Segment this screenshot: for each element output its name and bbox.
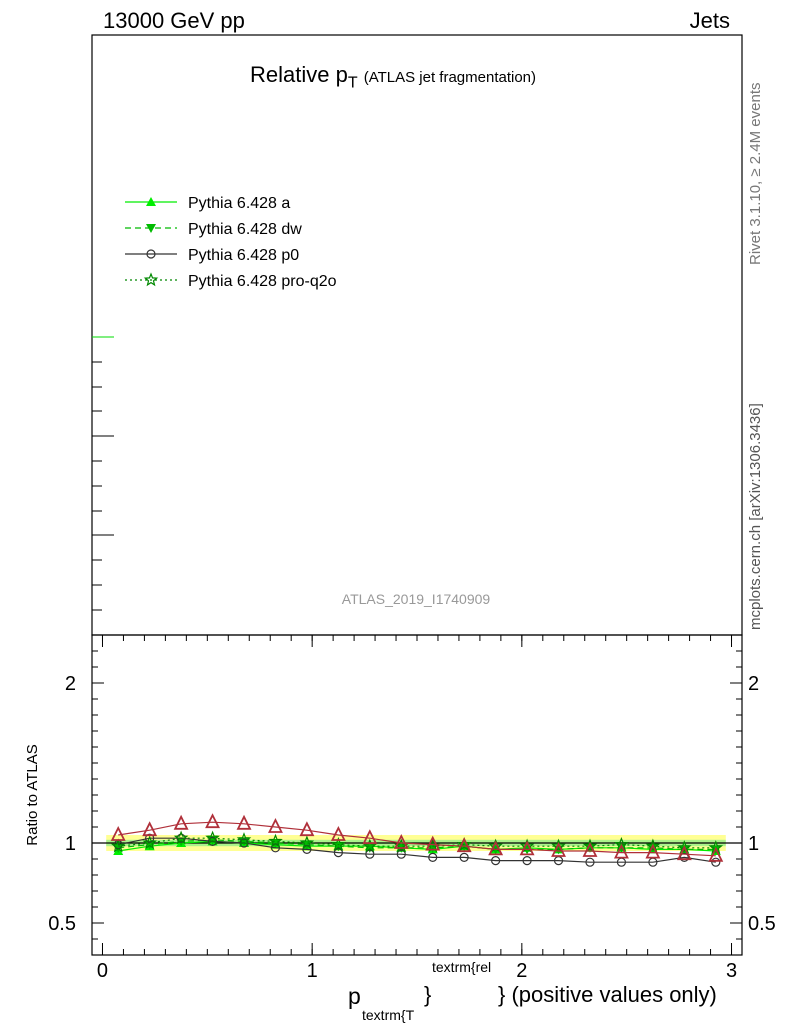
series-point [142, 835, 157, 850]
series-point [582, 838, 598, 853]
reference-point [551, 841, 566, 857]
reference-point [205, 813, 221, 829]
series-point [711, 857, 721, 867]
series-point [459, 852, 469, 863]
mcplots-caption: mcplots.cern.ch [arXiv:1306.3436] [747, 403, 764, 630]
series-point [491, 855, 501, 866]
reference-series [110, 813, 724, 862]
series-point [299, 835, 315, 850]
x-label-sub: textrm{T [362, 1007, 415, 1023]
ratio-panel-frame [91, 634, 743, 956]
legend-label: Pythia 6.428 pro-q2o [188, 273, 337, 290]
reference-point [236, 814, 252, 830]
legend-item-1: Pythia 6.428 dw [125, 221, 302, 238]
reference-point [645, 843, 661, 859]
x-label-rest: } (positive values only) [498, 982, 717, 1007]
series-point [645, 838, 661, 853]
reference-point [110, 825, 126, 841]
main-panel-frame [91, 34, 743, 636]
legend-label: Pythia 6.428 a [188, 195, 290, 212]
reference-point [676, 845, 692, 861]
series-point [362, 838, 378, 853]
series-line [118, 839, 716, 851]
series-line [118, 837, 716, 863]
reference-point [456, 837, 472, 853]
x-axis-label: p textrm{T } textrm{rel } (positive valu… [348, 959, 717, 1023]
legend-item-3: Pythia 6.428 pro-q2o [125, 272, 337, 290]
x-label-brace: } [424, 982, 431, 1007]
series-point [110, 838, 126, 853]
legend-item-2: Pythia 6.428 p0 [125, 247, 299, 264]
reference-point [268, 817, 283, 833]
series-point [522, 855, 532, 866]
reference-point [393, 833, 409, 849]
series-point [456, 836, 472, 851]
series-point [207, 836, 218, 847]
x-tick-label: 3 [726, 960, 737, 982]
main-panel-ticks [92, 336, 114, 611]
x-tick-label: 0 [97, 960, 108, 982]
y-tick-label-right: 2 [748, 673, 759, 695]
legend-label: Pythia 6.428 dw [188, 221, 302, 238]
reference-point [299, 821, 315, 837]
series-point [519, 838, 535, 853]
header-category: Jets [689, 8, 730, 33]
series-point [428, 852, 438, 863]
legend: Pythia 6.428 a Pythia 6.428 dw Pythia 6.42… [125, 195, 337, 290]
y-tick-label: 1 [65, 833, 76, 855]
x-label-sup: textrm{rel [432, 959, 491, 975]
y-tick-label: 0.5 [48, 913, 76, 935]
series-point [331, 836, 346, 851]
legend-item-0: Pythia 6.428 a [125, 195, 290, 212]
series-point [145, 833, 155, 843]
legend-marker [146, 224, 156, 233]
reference-point [425, 835, 441, 851]
legend-marker [146, 197, 156, 206]
x-label-p: p [348, 983, 361, 1009]
series-point [205, 830, 220, 845]
reference-point [708, 846, 724, 862]
rivet-version-caption: Rivet 3.1.10, ≥ 2.4M events [747, 83, 764, 266]
series-point [239, 838, 249, 848]
reference-point [582, 841, 598, 857]
series-point [365, 849, 375, 859]
reference-point [519, 840, 535, 856]
x-tick-label: 2 [516, 960, 527, 982]
ratio-series [110, 813, 724, 867]
analysis-watermark: ATLAS_2019_I1740909 [342, 591, 491, 607]
series-point [679, 852, 689, 863]
reference-point [142, 821, 158, 837]
legend-marker [146, 249, 156, 259]
reference-line [118, 821, 716, 857]
reference-point [613, 843, 629, 859]
legend-marker [143, 272, 159, 287]
title-paren: (ATLAS jet fragmentation) [363, 69, 537, 86]
series-point [677, 840, 692, 855]
reference-point [362, 829, 378, 845]
series-point [333, 847, 343, 858]
title-main: Relative p [249, 62, 348, 87]
legend-label: Pythia 6.428 p0 [188, 247, 299, 264]
series-point [585, 857, 595, 867]
x-tick-label: 1 [307, 960, 318, 982]
plot-title: Relative pT (ATLAS jet fragmentation) [0, 62, 786, 92]
title-subscript: T [347, 74, 358, 92]
reference-point [173, 814, 189, 830]
series-point [236, 832, 252, 847]
ratio-axis-label: Ratio to ATLAS [24, 744, 41, 845]
header-process: 13000 GeV pp [103, 8, 245, 33]
series-point [551, 838, 566, 853]
reference-point [330, 825, 346, 841]
series-line [118, 837, 716, 849]
reference-point [488, 840, 504, 856]
series-point [396, 849, 406, 859]
ratio-axes: 0 1 2 3 0.5 0.5 1 1 2 2 [48, 635, 776, 982]
y-tick-label-right: 1 [748, 833, 759, 855]
y-tick-label-right: 0.5 [748, 913, 776, 935]
y-tick-label: 2 [65, 673, 76, 695]
series-point [268, 833, 283, 848]
series-point [173, 830, 189, 845]
